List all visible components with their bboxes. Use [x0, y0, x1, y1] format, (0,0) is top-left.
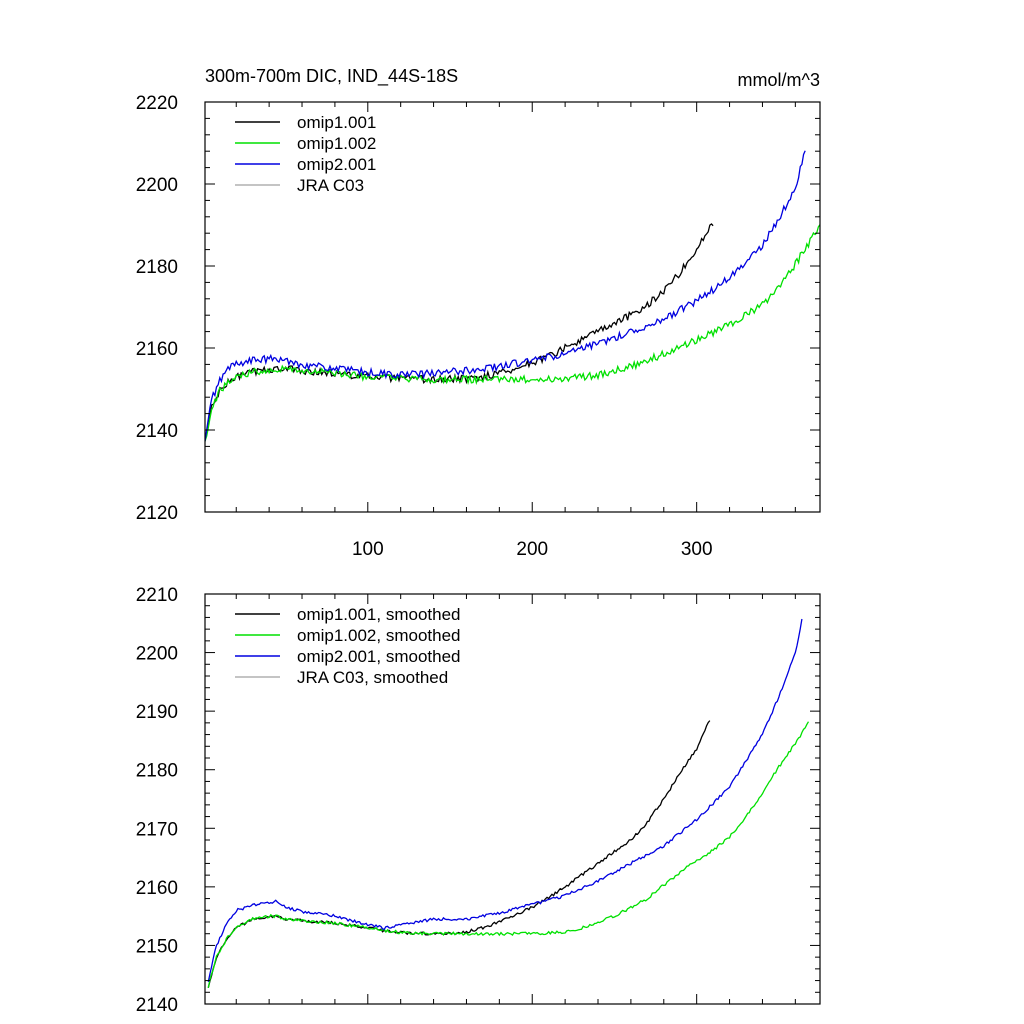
series-line-omip2-001-smoothed [207, 618, 803, 983]
legend-label: JRA C03 [297, 176, 364, 195]
legend-label: omip2.001, smoothed [297, 647, 461, 666]
y-tick-label: 2220 [136, 93, 178, 114]
units-label: mmol/m^3 [738, 70, 820, 90]
y-tick-label: 2170 [136, 819, 178, 840]
series-line-omip1-002 [205, 224, 820, 442]
x-tick-label: 100 [352, 539, 384, 560]
y-tick-label: 2180 [136, 257, 178, 278]
y-tick-label: 2160 [136, 878, 178, 899]
x-tick-label: 200 [516, 539, 548, 560]
series-line-omip1-001 [205, 223, 714, 442]
plot-frame [204, 593, 821, 1005]
legend-label: omip2.001 [297, 155, 376, 174]
top-panel: 2120 2140 2160 2180 2200 2220 100 200 300 omip1.0… [136, 93, 821, 560]
plot-frame [204, 101, 821, 513]
bottom-panel: 2140 2150 2160 2170 2180 2190 2200 2210 omip1.00… [136, 585, 821, 1016]
legend-label: omip1.002, smoothed [297, 626, 461, 645]
x-tick-label: 300 [681, 539, 713, 560]
series-line-omip1-001-smoothed [207, 720, 711, 988]
legend: omip1.001 omip1.002 omip2.001 JRA C03 [235, 113, 376, 195]
y-tick-label: 2140 [136, 995, 178, 1016]
y-tick-label: 2190 [136, 702, 178, 723]
legend-label: JRA C03, smoothed [297, 668, 448, 687]
y-tick-label: 2120 [136, 503, 178, 524]
legend-label: omip1.001 [297, 113, 376, 132]
y-tick-label: 2200 [136, 644, 178, 665]
y-tick-label: 2180 [136, 761, 178, 782]
y-tick-label: 2200 [136, 175, 178, 196]
y-tick-label: 2140 [136, 421, 178, 442]
y-tick-label: 2160 [136, 339, 178, 360]
legend-label: omip1.001, smoothed [297, 605, 461, 624]
y-tick-label: 2210 [136, 585, 178, 606]
series-line-omip1-002-smoothed [207, 721, 810, 988]
series-group [205, 150, 820, 442]
figure-title: 300m-700m DIC, IND_44S-18S [205, 66, 458, 87]
y-tick-label: 2150 [136, 936, 178, 957]
legend-label: omip1.002 [297, 134, 376, 153]
series-group [207, 618, 810, 988]
series-line-omip2-001 [205, 150, 806, 442]
legend: omip1.001, smoothed omip1.002, smoothed om… [235, 605, 461, 687]
